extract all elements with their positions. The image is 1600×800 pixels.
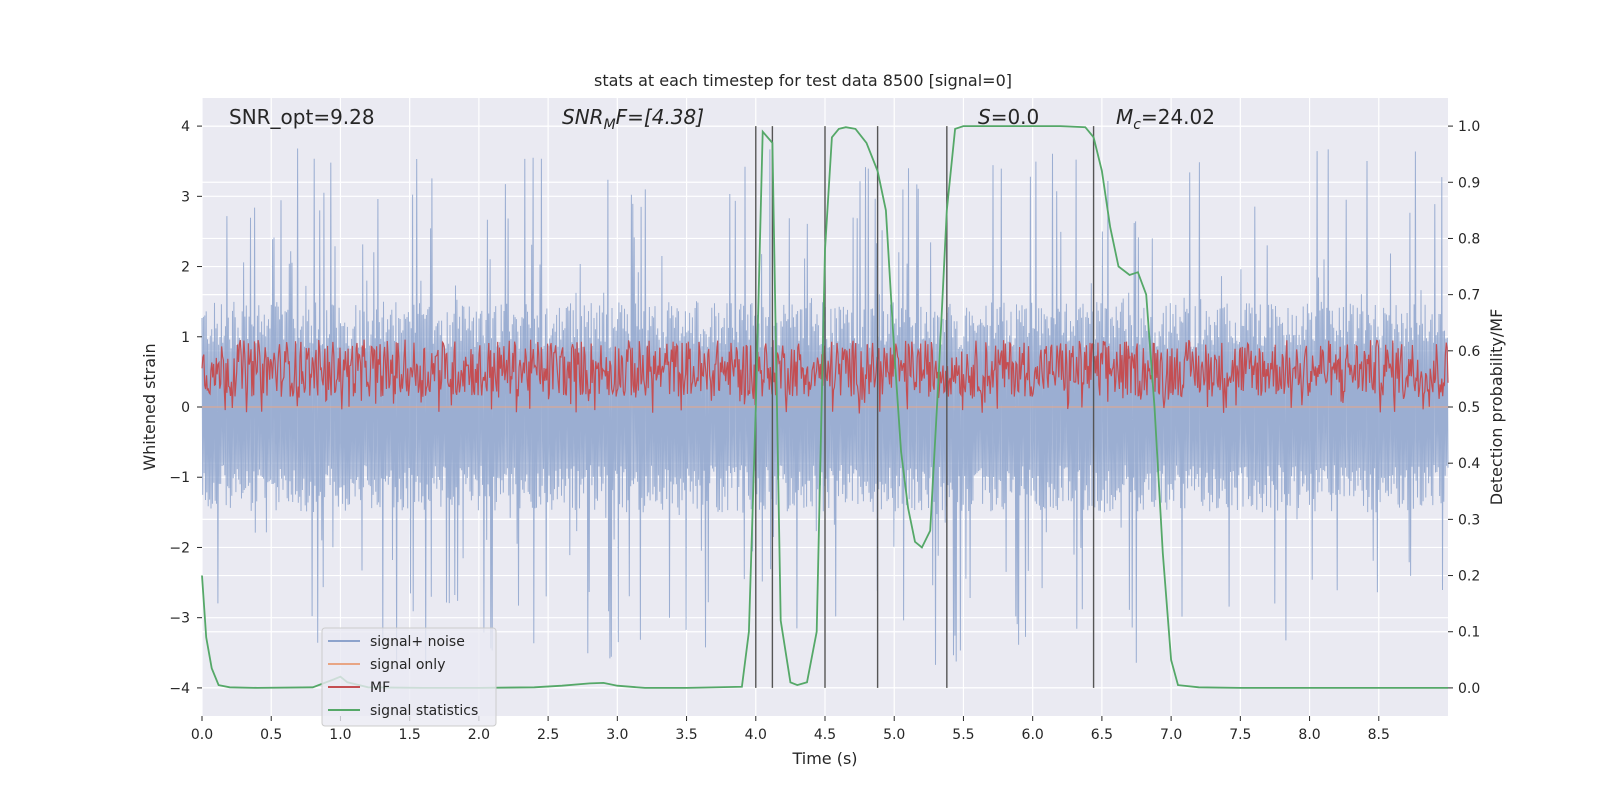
annotation-mc: Mc=24.02 [1116,105,1215,133]
y2-tick-label-8: 0.8 [1458,231,1480,247]
y2-axis-label: Detection probability/MF [1487,309,1506,506]
x-tick-label-10: 5.0 [883,727,905,743]
y-tick-label-8: 4 [181,119,190,135]
x-tick-label-12: 6.0 [1022,727,1044,743]
legend-box [321,627,497,727]
y2-tick-label-3: 0.3 [1458,512,1480,528]
x-tick-label-3: 1.5 [399,727,421,743]
x-axis-ticks: 0.0 0.5 1.0 1.5 2.0 2.5 3.0 3.5 4.0 4.5 5.0 5.5 6.0 6… [191,716,1390,743]
y2-tick-label-9: 0.9 [1458,175,1480,191]
y2-tick-label-2: 0.2 [1458,569,1480,585]
x-tick-label-7: 3.5 [675,727,697,743]
legend-label-mf: MF [370,680,390,696]
x-tick-label-4: 2.0 [468,727,490,743]
x-tick-label-16: 8.0 [1298,727,1320,743]
y-tick-label-5: 1 [181,330,190,346]
annotation-snr-opt: SNR_opt=9.28 [229,105,375,129]
y2-tick-label-5: 0.5 [1458,400,1480,416]
x-axis-label: Time (s) [791,749,857,768]
x-tick-label-15: 7.5 [1229,727,1251,743]
x-tick-label-5: 2.5 [537,727,559,743]
annotation-snr-mf: SNRMF=[4.38] [562,105,704,133]
x-tick-label-11: 5.5 [952,727,974,743]
y2-tick-label-4: 0.4 [1458,456,1480,472]
y-tick-label-4: 0 [181,400,190,416]
x-tick-label-6: 3.0 [606,727,628,743]
y-tick-label-7: 3 [181,189,190,205]
x-tick-label-9: 4.5 [814,727,836,743]
x-tick-label-2: 1.0 [329,727,351,743]
legend-label-signal-noise: signal+ noise [370,634,465,650]
y2-tick-label-7: 0.7 [1458,288,1480,304]
x-tick-label-14: 7.0 [1160,727,1182,743]
y-tick-label-6: 2 [181,260,190,276]
x-tick-label-8: 4.0 [745,727,767,743]
y2-tick-label-10: 1.0 [1458,119,1480,135]
y-tick-label-0: −4 [169,681,190,697]
y-tick-label-2: −2 [169,540,190,556]
x-tick-label-1: 0.5 [260,727,282,743]
x-tick-label-13: 6.5 [1091,727,1113,743]
chart-title: stats at each timestep for test data 850… [594,71,1012,90]
y2-tick-label-6: 0.6 [1458,344,1480,360]
y-tick-label-1: −3 [169,611,190,627]
y-axis-label: Whitened strain [140,343,159,470]
x-tick-label-0: 0.0 [191,727,213,743]
y2-tick-label-0: 0.0 [1458,681,1480,697]
y2-tick-label-1: 0.1 [1458,625,1480,641]
annotation-s: S=0.0 [978,105,1039,129]
y-tick-label-3: −1 [169,470,190,486]
y2-axis-ticks: 0.0 0.1 0.2 0.3 0.4 0.5 0.6 0.7 0.8 0.9 1.0 [1448,119,1480,697]
y-axis-ticks: −4 −3 −2 −1 0 1 2 3 4 [169,119,202,697]
x-tick-label-17: 8.5 [1368,727,1390,743]
legend: signal+ noise signal only MF signal stat… [321,627,497,727]
legend-label-signal-only: signal only [370,657,445,673]
legend-label-signal-statistics: signal statistics [370,703,478,719]
